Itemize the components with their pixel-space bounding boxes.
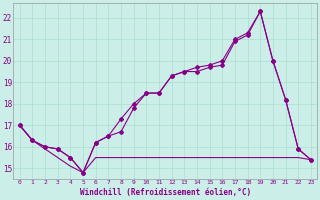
X-axis label: Windchill (Refroidissement éolien,°C): Windchill (Refroidissement éolien,°C) — [80, 188, 251, 197]
